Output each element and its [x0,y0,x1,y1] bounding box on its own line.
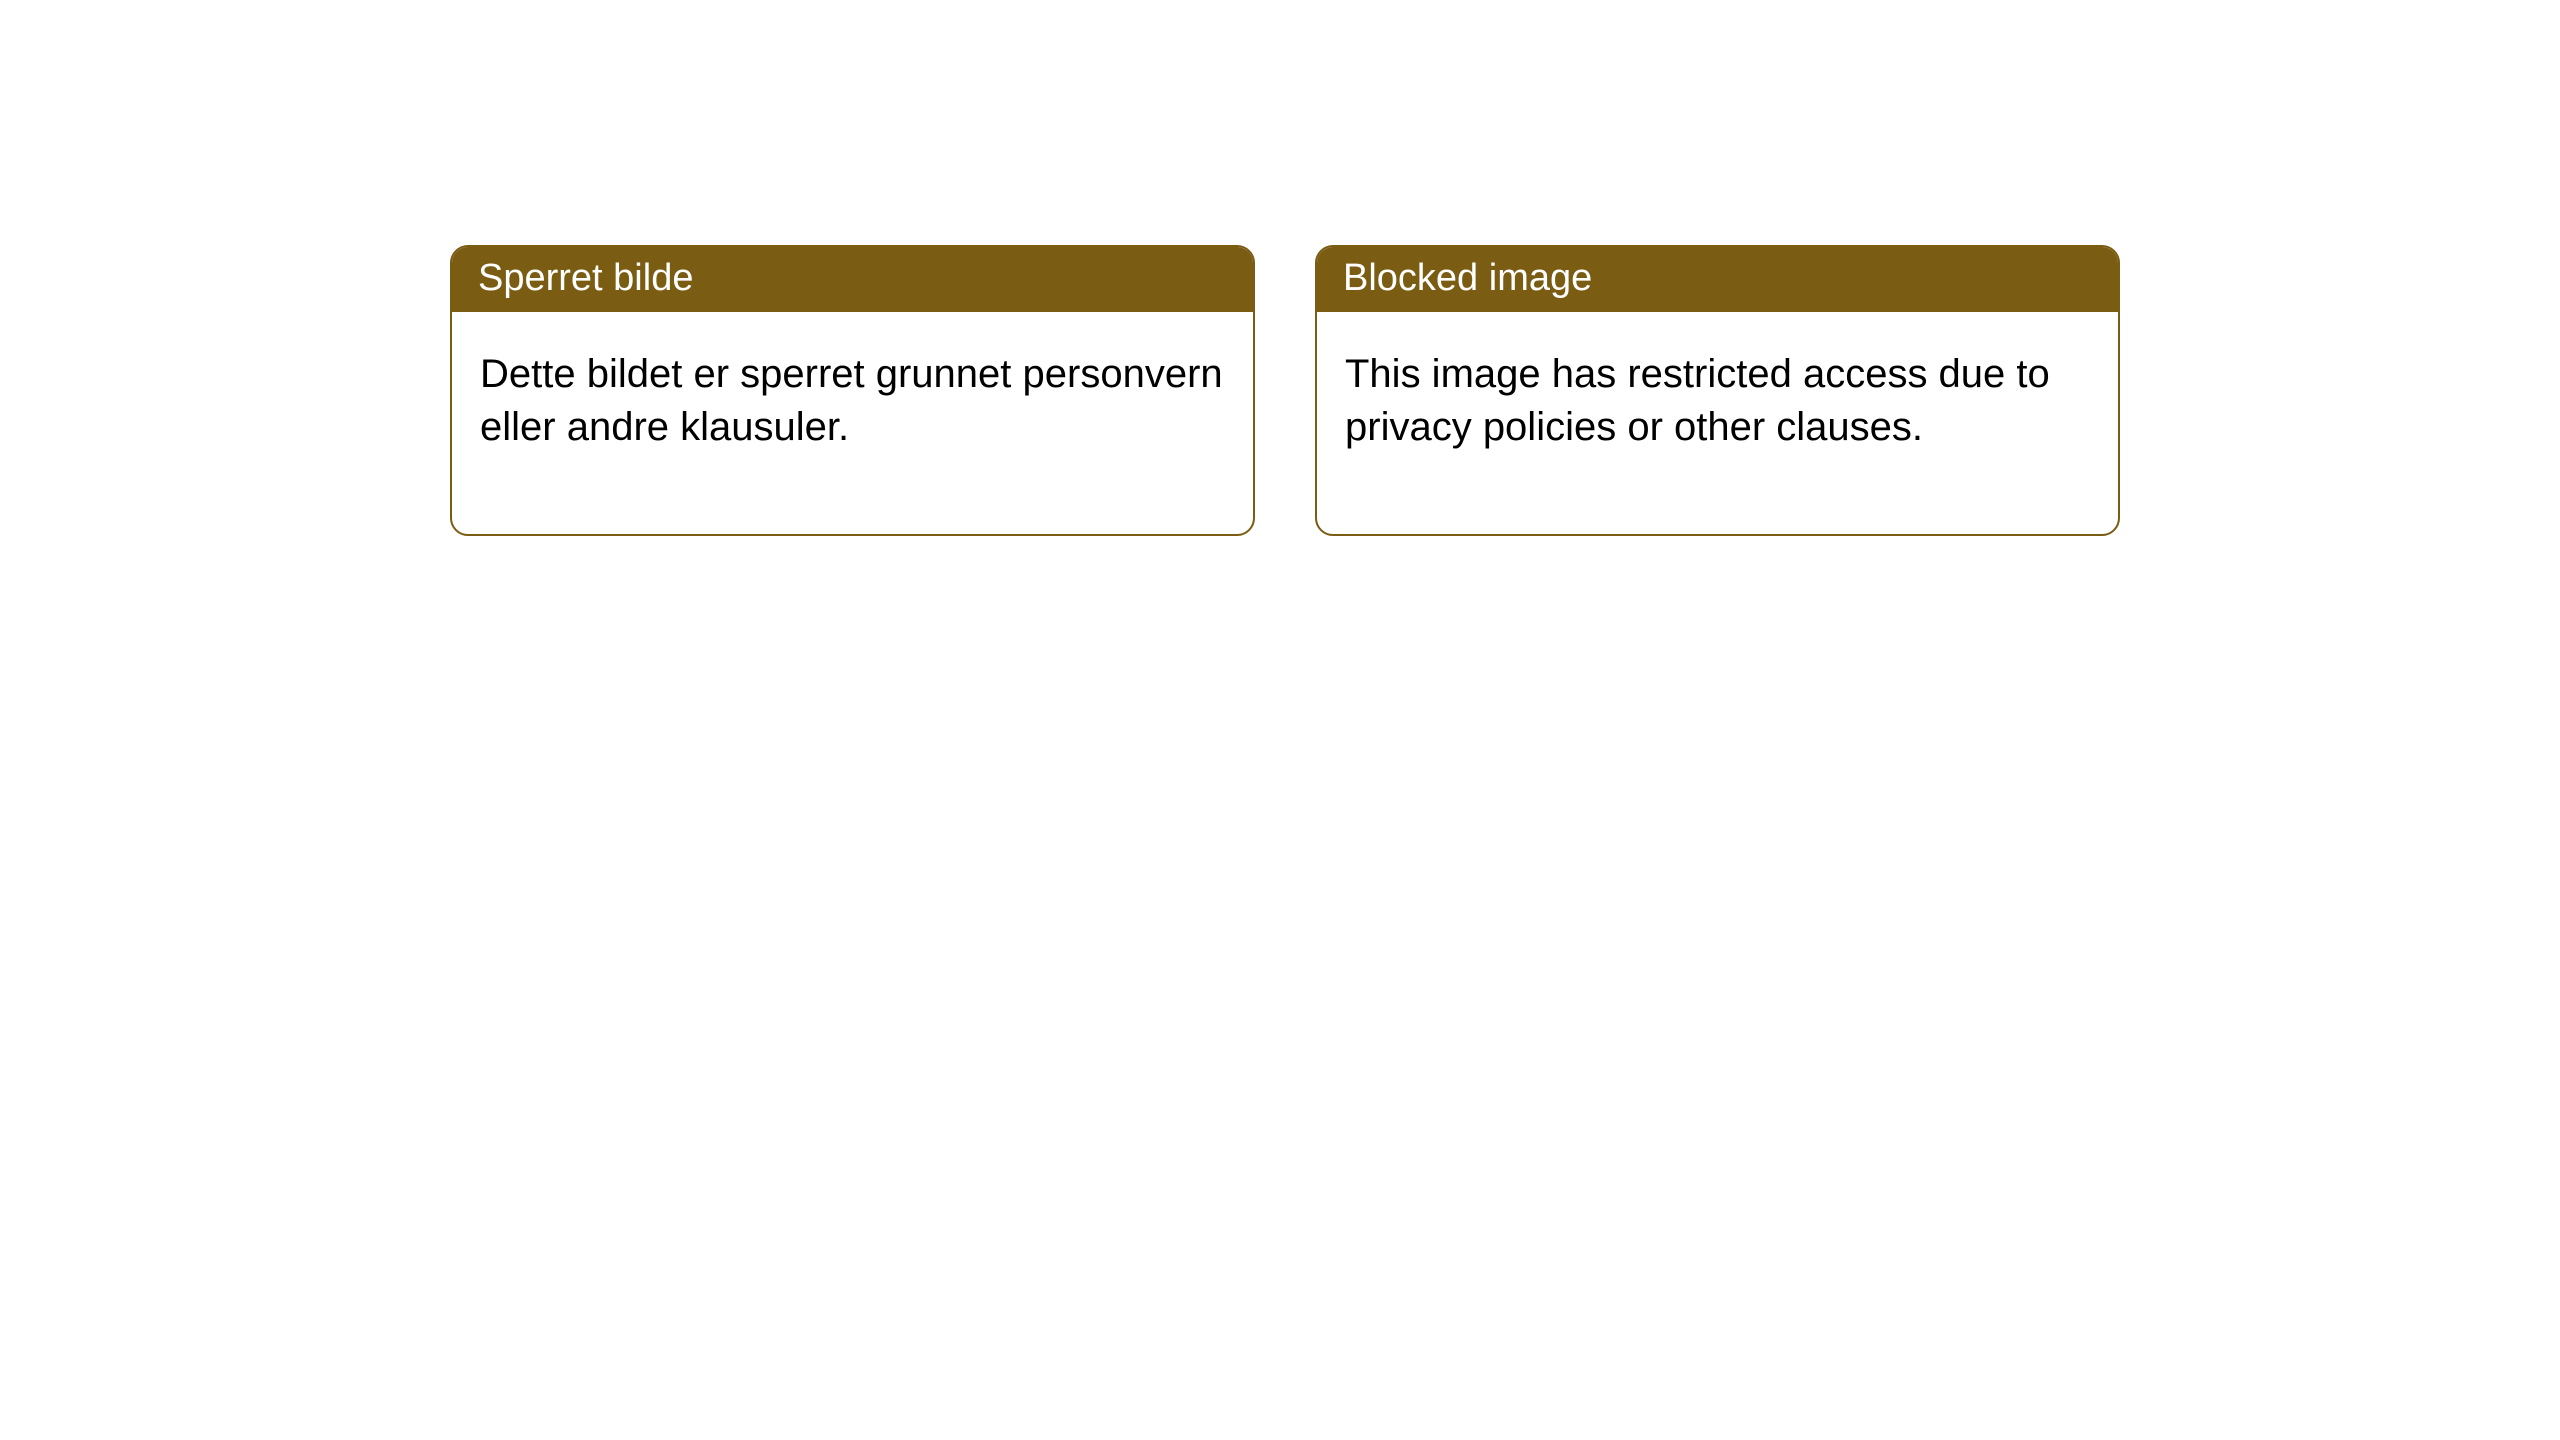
card-body-en: This image has restricted access due to … [1317,312,2118,534]
blocked-image-card-en: Blocked image This image has restricted … [1315,245,2120,536]
card-body-no: Dette bildet er sperret grunnet personve… [452,312,1253,534]
blocked-image-card-no: Sperret bilde Dette bildet er sperret gr… [450,245,1255,536]
card-header-no: Sperret bilde [452,247,1253,312]
card-header-en: Blocked image [1317,247,2118,312]
notice-container: Sperret bilde Dette bildet er sperret gr… [0,0,2560,536]
